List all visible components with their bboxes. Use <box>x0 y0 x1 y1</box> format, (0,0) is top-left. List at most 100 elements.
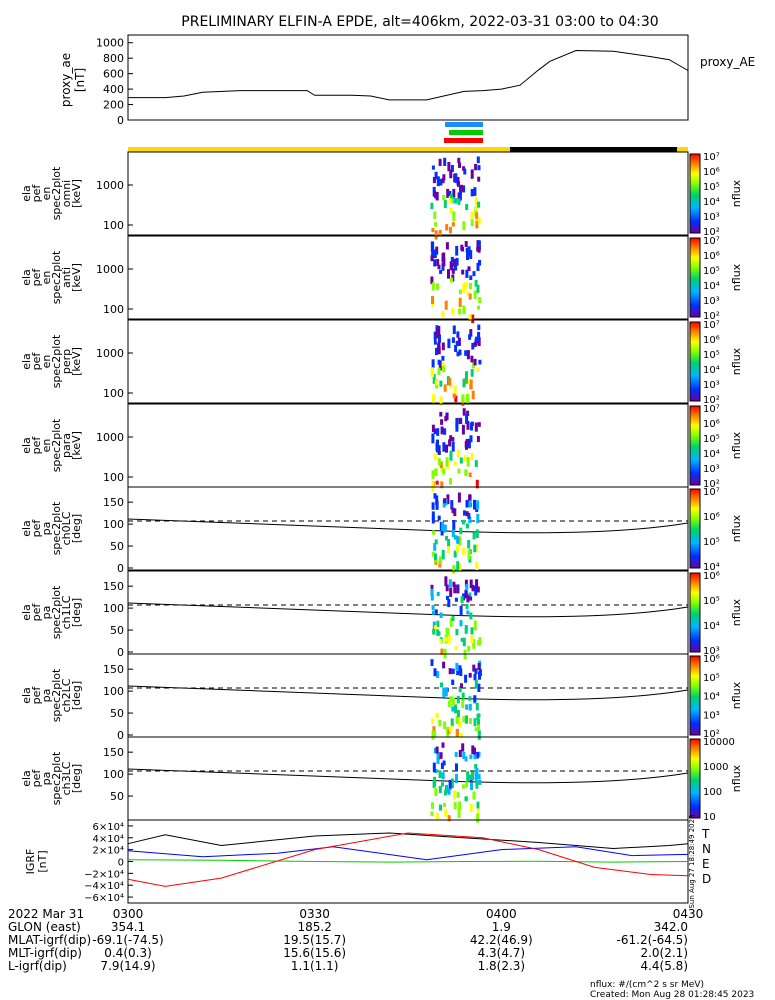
spectrogram-cell <box>476 500 480 510</box>
colorbar <box>689 405 701 486</box>
ephem-time-label: 2022 Mar 31 <box>8 907 84 921</box>
spectrogram-cell <box>438 334 441 343</box>
spectrogram-cell <box>445 242 449 250</box>
spectrogram-cell <box>477 165 481 171</box>
spectrogram-cell <box>474 206 478 217</box>
colorbar-tick-label: 10000 <box>703 737 735 748</box>
spectrogram-cell <box>462 308 466 315</box>
spectrogram-cell <box>449 383 452 389</box>
spectrogram-cell <box>476 586 480 593</box>
spectrogram-cell <box>440 419 444 425</box>
spectrogram-cell <box>469 754 473 760</box>
spectrogram-cell <box>466 523 469 529</box>
spectrogram-cell <box>470 169 474 179</box>
colorbar-tick-label: 10⁶ <box>703 335 720 346</box>
spectrogram-cell <box>433 748 437 754</box>
spectrogram-cell <box>471 584 475 592</box>
panel-ytick-label: 0 <box>117 729 124 742</box>
spectrogram-cell <box>443 157 447 166</box>
spectrogram-cell <box>475 529 479 539</box>
spectrogram-cell <box>456 176 460 186</box>
colorbar-label: nflux <box>730 514 743 542</box>
spectrogram-cell <box>431 165 435 170</box>
spectrogram-cell <box>468 516 472 524</box>
spectrogram-cell <box>473 673 477 681</box>
spectrogram-cell <box>445 457 449 467</box>
spectrogram-cell <box>478 259 482 266</box>
spectrogram-cell <box>439 804 442 811</box>
spectrogram-cell <box>477 640 481 646</box>
spectrogram-cell <box>432 629 436 635</box>
spectrogram-cell <box>460 683 463 689</box>
spectrogram-cell <box>434 468 438 477</box>
spectrogram-cell <box>459 668 463 677</box>
spectrogram-cell <box>455 774 458 784</box>
spectrogram-cell <box>431 241 435 250</box>
proxy-ae-ytick-label: 800 <box>103 52 124 65</box>
spectrogram-cell <box>431 511 435 520</box>
spectrogram-cell <box>465 414 469 425</box>
spectrogram-cell <box>433 190 436 197</box>
spectrogram-cell <box>465 704 469 710</box>
spectrogram-cell <box>443 524 447 531</box>
spectrogram-cell <box>431 424 435 433</box>
panel-ylabel: ch1LC <box>60 595 73 629</box>
colorbar-tick-label: 10⁷ <box>703 404 720 415</box>
spectrogram-cell <box>441 178 445 184</box>
spectrogram-cell <box>449 618 453 627</box>
panel-ylabel: pef <box>30 268 43 287</box>
spectrogram-cell <box>450 778 454 789</box>
spectrogram-cell <box>431 296 434 304</box>
spectrogram-cell <box>431 228 435 233</box>
spectrogram-cell <box>469 804 473 813</box>
spectrogram-cell <box>476 367 480 372</box>
panel-ylabel: [deg] <box>70 764 83 793</box>
spectrogram-cell <box>473 695 477 703</box>
panel-ylabel: pef <box>30 519 43 538</box>
spectrogram-cell <box>471 342 475 350</box>
panel-ylabel: pa <box>40 689 53 703</box>
spectrogram-cell <box>433 453 437 461</box>
spectrogram-cell <box>433 543 437 551</box>
colorbar-tick-label: 10² <box>703 395 720 406</box>
igrf-stamp: Sun Aug 27 18:28:49 2023 <box>688 814 696 908</box>
panel-ylabel: ela <box>20 604 33 621</box>
spectrogram-cell <box>446 627 450 637</box>
spectrogram-cell <box>441 310 445 318</box>
colorbar-tick-label: 10⁵ <box>703 596 720 607</box>
spectrogram-cell <box>431 470 435 479</box>
igrf-legend-E: E <box>702 857 710 871</box>
spectrogram-cell <box>472 639 476 649</box>
spectrogram-cell <box>437 458 441 466</box>
spectrogram-cell <box>436 439 439 449</box>
spectrogram-cell <box>435 191 439 201</box>
spectrogram-cell <box>435 480 439 485</box>
spectrogram-cell <box>437 445 441 455</box>
spectrogram-cell <box>453 584 457 594</box>
spectrogram-cell <box>436 283 439 290</box>
spectrogram-cell <box>444 300 448 310</box>
panel-ylabel: ela <box>20 520 33 537</box>
colorbar-tick-label: 10⁵ <box>703 673 720 684</box>
panel-ylabel: ela <box>20 269 33 286</box>
colorbar-label: nflux <box>730 431 743 459</box>
spectrogram-cell <box>475 579 479 589</box>
proxy-ae-ytick-label: 400 <box>103 83 124 96</box>
spectrogram-cell <box>435 495 439 506</box>
spectrogram-cell <box>466 421 470 430</box>
colorbar-label: nflux <box>730 681 743 709</box>
spectrogram-cell <box>465 203 469 211</box>
spectrogram-cell <box>461 784 465 789</box>
spectrogram-cell <box>442 500 446 508</box>
ephem-value: 1.9 <box>492 920 511 934</box>
spectrogram-cell <box>431 516 435 524</box>
spectrogram-cell <box>437 326 441 336</box>
spectrogram-cell <box>436 428 440 436</box>
spectrogram-data <box>431 408 481 492</box>
panel-ytick-label: 100 <box>103 602 124 615</box>
spectrogram-cell <box>452 565 456 574</box>
spectrogram-cell <box>436 591 440 597</box>
spectrogram-cell <box>468 696 472 701</box>
